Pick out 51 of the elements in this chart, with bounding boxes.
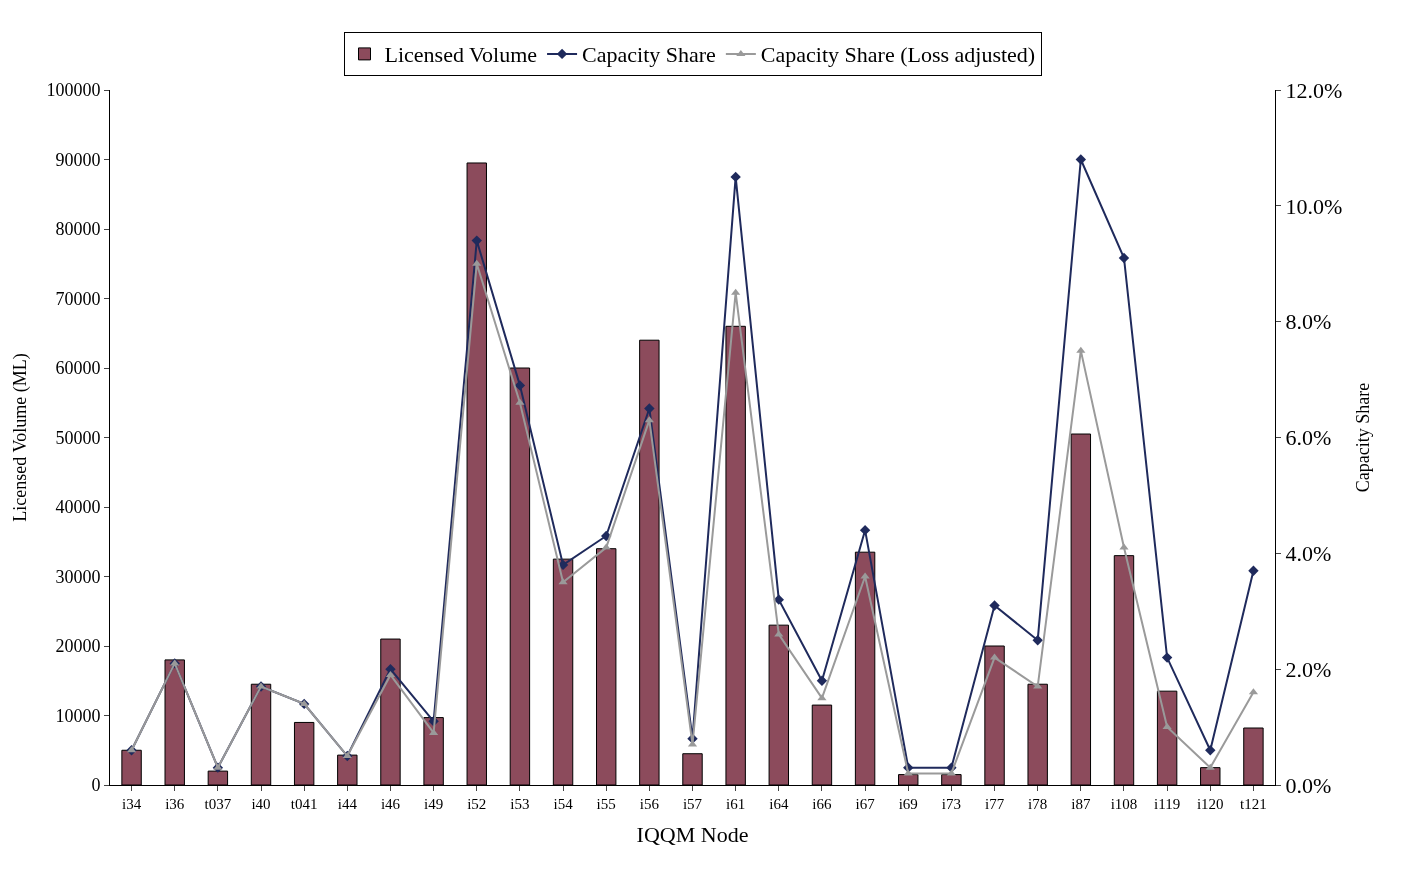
x-tick-label: i87 (1071, 796, 1091, 812)
y2-tick-label: 8.0% (1285, 309, 1332, 335)
x-tick-label: i56 (639, 796, 660, 812)
x-tick-label: i54 (553, 796, 574, 812)
y-tick-label: 0 (91, 775, 101, 796)
x-tick-label: i73 (941, 796, 961, 812)
x-tick-label: i52 (467, 796, 487, 812)
x-tick-label: i77 (984, 796, 1005, 812)
y2-tick-label: 0.0% (1285, 772, 1332, 798)
x-tick-label: i40 (251, 796, 271, 812)
y2-axis-title: Capacity Share (1353, 382, 1374, 493)
x-tick-label: i119 (1154, 796, 1181, 812)
legend-label: Capacity Share (582, 42, 716, 68)
y2-tick-label: 10.0% (1285, 193, 1343, 219)
y-tick-label: 40000 (55, 497, 101, 518)
x-tick-label: t121 (1240, 796, 1267, 812)
x-tick-label: i61 (726, 796, 746, 812)
x-tick-label: i108 (1110, 796, 1138, 812)
x-tick-label: i36 (165, 796, 185, 812)
y-tick-label: 60000 (55, 358, 101, 379)
x-tick-label: i66 (812, 796, 833, 812)
y-axis-title: Licensed Volume (ML) (9, 353, 31, 522)
legend-label: Licensed Volume (384, 42, 538, 68)
x-tick-label: i57 (682, 796, 703, 812)
x-tick-label: i120 (1196, 796, 1224, 812)
x-tick-label: i69 (898, 796, 918, 812)
x-tick-label: i44 (337, 796, 358, 812)
y-tick-label: 70000 (55, 288, 101, 309)
y-tick-label: 50000 (55, 427, 101, 448)
x-tick-label: i67 (855, 796, 876, 812)
x-tick-label: i64 (769, 796, 789, 812)
y2-tick-label: 2.0% (1285, 656, 1332, 682)
x-tick-label: i78 (1028, 796, 1048, 812)
x-tick-label: i49 (424, 796, 444, 812)
x-tick-label: i53 (510, 796, 530, 812)
y-tick-label: 10000 (55, 705, 101, 726)
y-tick-label: 30000 (55, 566, 101, 587)
x-tick-label: t041 (290, 796, 318, 812)
y-tick-label: 80000 (55, 219, 101, 240)
y2-tick-label: 4.0% (1285, 541, 1332, 567)
y2-tick-label: 6.0% (1285, 425, 1332, 451)
x-tick-label: i34 (121, 796, 142, 812)
legend-label: Capacity Share (Loss adjusted) (760, 42, 1036, 68)
x-tick-label: i55 (596, 796, 616, 812)
y-tick-label: 90000 (55, 149, 101, 170)
y2-tick-label: 12.0% (1285, 77, 1343, 103)
x-tick-label: i46 (380, 796, 401, 812)
x-tick-label: t037 (204, 796, 232, 812)
x-axis-title: IQQM Node (636, 821, 749, 847)
y-tick-label: 100000 (46, 80, 101, 101)
y-tick-label: 20000 (55, 636, 101, 657)
